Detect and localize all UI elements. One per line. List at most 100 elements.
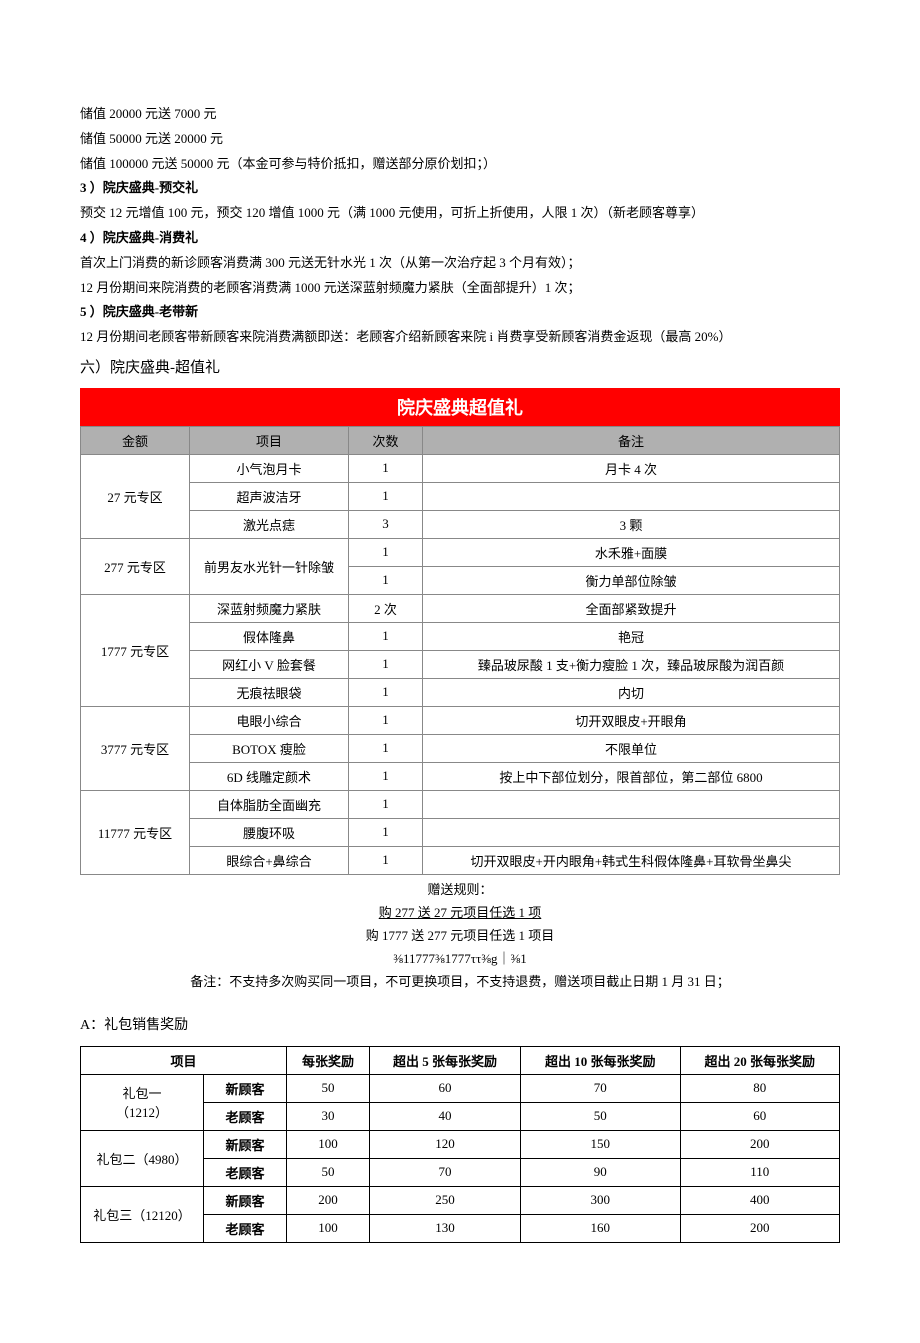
value-cell: 100 [287,1214,370,1242]
table-header: 项目 [190,426,349,454]
note-cell [423,790,840,818]
customer-type-cell: 老顾客 [204,1214,287,1242]
count-cell: 1 [349,790,423,818]
count-cell: 1 [349,622,423,650]
count-cell: 1 [349,454,423,482]
note-cell: 切开双眼皮+开内眼角+韩式生科假体隆鼻+耳软骨坐鼻尖 [423,846,840,874]
value-cell: 40 [370,1102,521,1130]
table-row: BOTOX 瘦脸1不限单位 [81,734,840,762]
section-heading: 六）院庆盛典-超值礼 [80,356,840,380]
count-cell: 1 [349,734,423,762]
reward-heading: A：礼包销售奖励 [80,1014,840,1034]
value-cell: 60 [680,1102,839,1130]
paragraph: 12 月份期间老顾客带新顾客来院消费满额即送：老顾客介绍新顾客来院 i 肖费享受… [80,327,840,348]
package-cell: 礼包二（4980） [81,1130,204,1186]
table-row: 11777 元专区自体脂肪全面幽充1 [81,790,840,818]
customer-type-cell: 新顾客 [204,1130,287,1158]
customer-type-cell: 新顾客 [204,1186,287,1214]
value-cell: 200 [680,1130,839,1158]
customer-type-cell: 新顾客 [204,1074,287,1102]
package-cell: 礼包一（1212） [81,1074,204,1130]
table-header: 项目 [81,1046,287,1074]
table-header: 超出 10 张每张奖励 [521,1046,680,1074]
project-cell: 无痕祛眼袋 [190,678,349,706]
section-heading: 5 ）院庆盛典-老带新 [80,302,840,323]
section-heading: 4 ）院庆盛典-消费礼 [80,228,840,249]
project-cell: 眼综合+鼻综合 [190,846,349,874]
rule-text: ⅜11777⅜1777ττ⅜g｜⅜1 [80,948,840,967]
project-cell: 自体脂肪全面幽充 [190,790,349,818]
note-cell: 3 颗 [423,510,840,538]
note-cell: 内切 [423,678,840,706]
value-cell: 200 [680,1214,839,1242]
paragraph: 首次上门消费的新诊顾客消费满 300 元送无针水光 1 次（从第一次治疗起 3 … [80,253,840,274]
project-cell: 6D 线雕定颜术 [190,762,349,790]
table-row: 无痕祛眼袋1内切 [81,678,840,706]
table-header: 备注 [423,426,840,454]
value-cell: 50 [287,1074,370,1102]
rule-text: 备注：不支持多次购买同一项目，不可更换项目，不支持退费，赠送项目截止日期 1 月… [80,971,840,990]
value-cell: 90 [521,1158,680,1186]
table-row: 眼综合+鼻综合1切开双眼皮+开内眼角+韩式生科假体隆鼻+耳软骨坐鼻尖 [81,846,840,874]
table-header: 每张奖励 [287,1046,370,1074]
value-cell: 70 [370,1158,521,1186]
note-cell [423,818,840,846]
count-cell: 1 [349,706,423,734]
table-row: 礼包一（1212）新顾客50607080 [81,1074,840,1102]
value-cell: 130 [370,1214,521,1242]
count-cell: 1 [349,818,423,846]
count-cell: 1 [349,846,423,874]
paragraph: 储值 20000 元送 7000 元 [80,104,840,125]
paragraph: 储值 100000 元送 50000 元（本金可参与特价抵扣，赠送部分原价划扣；… [80,154,840,175]
amount-cell: 277 元专区 [81,538,190,594]
rule-text: 赠送规则： [80,879,840,898]
note-cell: 臻品玻尿酸 1 支+衡力瘦脸 1 次，臻品玻尿酸为润百颜 [423,650,840,678]
table-header: 超出 20 张每张奖励 [680,1046,839,1074]
value-cell: 30 [287,1102,370,1130]
package-cell: 礼包三（12120） [81,1186,204,1242]
note-cell: 艳冠 [423,622,840,650]
project-cell: 电眼小综合 [190,706,349,734]
count-cell: 3 [349,510,423,538]
project-cell: 超声波洁牙 [190,482,349,510]
table-row: 3777 元专区电眼小综合1切开双眼皮+开眼角 [81,706,840,734]
note-cell: 水禾雅+面膜 [423,538,840,566]
table-row: 6D 线雕定颜术1按上中下部位划分，限首部位，第二部位 6800 [81,762,840,790]
value-cell: 200 [287,1186,370,1214]
amount-cell: 1777 元专区 [81,594,190,706]
table-row: 礼包二（4980）新顾客100120150200 [81,1130,840,1158]
value-cell: 70 [521,1074,680,1102]
value-cell: 50 [287,1158,370,1186]
project-cell: 小气泡月卡 [190,454,349,482]
note-cell: 不限单位 [423,734,840,762]
value-cell: 120 [370,1130,521,1158]
value-table: 金额 项目 次数 备注 27 元专区小气泡月卡1月卡 4 次超声波洁牙1激光点痣… [80,426,840,875]
table-row: 激光点痣33 颗 [81,510,840,538]
note-cell: 衡力单部位除皱 [423,566,840,594]
count-cell: 2 次 [349,594,423,622]
note-cell: 月卡 4 次 [423,454,840,482]
note-cell: 全面部紧致提升 [423,594,840,622]
project-cell: 深蓝射频魔力紧肤 [190,594,349,622]
rule-text: 购 277 送 27 元项目任选 1 项 [80,902,840,921]
paragraph: 储值 50000 元送 20000 元 [80,129,840,150]
reward-table: 项目 每张奖励 超出 5 张每张奖励 超出 10 张每张奖励 超出 20 张每张… [80,1046,840,1243]
table-header: 次数 [349,426,423,454]
table-row: 假体隆鼻1艳冠 [81,622,840,650]
project-cell: 腰腹环吸 [190,818,349,846]
amount-cell: 11777 元专区 [81,790,190,874]
note-cell: 切开双眼皮+开眼角 [423,706,840,734]
value-cell: 150 [521,1130,680,1158]
value-cell: 110 [680,1158,839,1186]
count-cell: 1 [349,566,423,594]
value-cell: 300 [521,1186,680,1214]
table-header: 超出 5 张每张奖励 [370,1046,521,1074]
rule-text: 购 1777 送 277 元项目任选 1 项目 [80,925,840,944]
table-row: 超声波洁牙1 [81,482,840,510]
note-cell: 按上中下部位划分，限首部位，第二部位 6800 [423,762,840,790]
value-cell: 100 [287,1130,370,1158]
paragraph: 12 月份期间来院消费的老顾客消费满 1000 元送深蓝射频魔力紧肤（全面部提升… [80,278,840,299]
value-cell: 60 [370,1074,521,1102]
project-cell: 激光点痣 [190,510,349,538]
project-cell: 假体隆鼻 [190,622,349,650]
